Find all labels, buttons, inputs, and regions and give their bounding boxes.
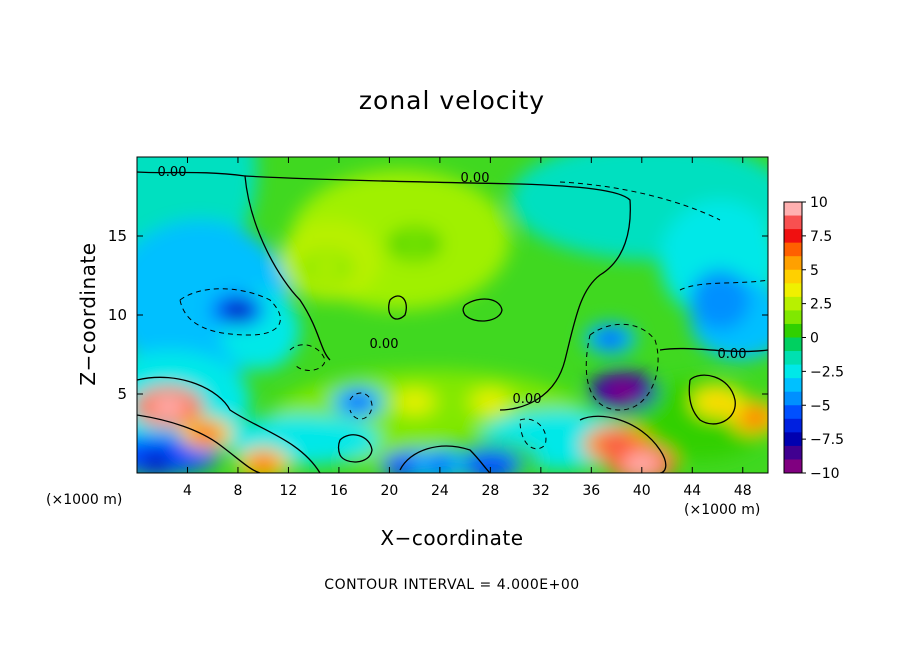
x-unit-label-left: (×1000 m) xyxy=(46,492,123,508)
contour-line-9 xyxy=(659,347,768,353)
contour-label-4: 0.00 xyxy=(718,347,747,362)
x-tick-label-7: 32 xyxy=(532,483,550,499)
colorbar-segment-2 xyxy=(784,229,802,244)
contour-label-1: 0.00 xyxy=(461,171,490,186)
field-feature-core-2 xyxy=(249,454,278,473)
dashed-contour-5 xyxy=(519,418,547,450)
y-tick-label-0: 5 xyxy=(117,385,127,403)
heatmap-field xyxy=(137,157,768,473)
field-feature-core-16 xyxy=(741,408,768,427)
field-feature-core-5 xyxy=(703,392,732,411)
colorbar-segment-16 xyxy=(784,418,802,433)
contour-interval-note: CONTOUR INTERVAL = 4.000E+00 xyxy=(324,577,580,593)
colorbar-segment-13 xyxy=(784,378,802,393)
x-tick-label-1: 8 xyxy=(233,483,242,499)
colorbar-segment-4 xyxy=(784,256,802,271)
contour-label-0: 0.00 xyxy=(158,165,187,180)
contour-line-3 xyxy=(137,414,261,473)
colorbar-label-4: 0 xyxy=(810,331,819,347)
dashed-contour-1 xyxy=(559,181,721,221)
contour-line-6 xyxy=(462,298,503,322)
colorbar-label-3: 2.5 xyxy=(810,297,832,313)
colorbar-label-1: 7.5 xyxy=(810,229,832,245)
y-tick-label-1: 10 xyxy=(108,306,127,324)
field-feature-core-14 xyxy=(141,452,170,471)
field-feature-core-15 xyxy=(425,456,454,473)
colorbar-segment-12 xyxy=(784,364,802,379)
contour-line-7 xyxy=(337,434,373,463)
colorbar-segment-10 xyxy=(784,337,802,352)
contour-line-5 xyxy=(388,295,407,320)
field-region-16 xyxy=(460,450,520,473)
colorbar-segment-8 xyxy=(784,310,802,325)
contour-line-0 xyxy=(137,171,331,361)
dashed-contour-2 xyxy=(585,323,659,411)
colorbar-segment-11 xyxy=(784,351,802,366)
colorbar-segment-14 xyxy=(784,391,802,406)
colorbar-segment-6 xyxy=(784,283,802,298)
field-feature-core-9 xyxy=(343,392,372,411)
x-tick-label-5: 24 xyxy=(431,483,449,499)
chart-title: zonal velocity xyxy=(358,86,546,115)
x-unit-label-right: (×1000 m) xyxy=(684,502,761,518)
colorbar-label-6: −5 xyxy=(810,398,831,414)
colorbar-segment-3 xyxy=(784,242,802,257)
y-tick-label-2: 15 xyxy=(108,227,127,245)
colorbar-segment-9 xyxy=(784,323,802,338)
colorbar-label-2: 5 xyxy=(810,263,819,279)
colorbar-label-5: −2.5 xyxy=(810,364,844,380)
x-tick-label-11: 48 xyxy=(734,483,752,499)
field-feature-core-7 xyxy=(602,379,643,402)
contour-line-8 xyxy=(688,374,736,425)
colorbar-segment-7 xyxy=(784,296,802,311)
x-tick-label-10: 44 xyxy=(683,483,701,499)
colorbar-segment-15 xyxy=(784,405,802,420)
field-feature-core-4 xyxy=(621,452,662,473)
field-feature-core-13 xyxy=(400,392,429,411)
contour-line-1 xyxy=(244,175,631,411)
contour-label-2: 0.00 xyxy=(370,337,399,352)
colorbar-label-0: 10 xyxy=(810,195,828,211)
contour-line-10 xyxy=(399,445,491,473)
x-tick-label-9: 40 xyxy=(633,483,651,499)
contour-label-3: 0.00 xyxy=(513,392,542,407)
field-feature-core-12 xyxy=(476,392,505,411)
field-feature-core-11 xyxy=(312,258,341,277)
dashed-contour-4 xyxy=(289,344,326,371)
x-tick-label-6: 28 xyxy=(481,483,499,499)
contour-line-4 xyxy=(579,415,667,473)
colorbar-segment-19 xyxy=(784,459,802,474)
field-feature-core-8 xyxy=(596,329,625,348)
field-feature-core-6 xyxy=(223,301,252,320)
x-axis-label: X−coordinate xyxy=(380,526,524,550)
dashed-contour-3 xyxy=(349,392,373,420)
colorbar-segment-17 xyxy=(784,432,802,447)
colorbar-segment-1 xyxy=(784,215,802,230)
x-tick-label-3: 16 xyxy=(330,483,348,499)
contour-line-2 xyxy=(137,376,321,473)
colorbar-segment-18 xyxy=(784,445,802,460)
colorbar-segment-5 xyxy=(784,269,802,284)
field-feature-core-1 xyxy=(192,424,221,443)
x-tick-label-8: 36 xyxy=(582,483,600,499)
x-tick-label-4: 20 xyxy=(380,483,398,499)
y-axis-label: Z−coordinate xyxy=(76,242,100,386)
field-feature-core-0 xyxy=(148,395,189,418)
colorbar-label-7: −7.5 xyxy=(810,432,844,448)
field-region-17 xyxy=(690,270,750,330)
x-tick-label-0: 4 xyxy=(183,483,192,499)
colorbar-segment-0 xyxy=(784,202,802,217)
colorbar-label-8: −10 xyxy=(810,466,840,482)
field-feature-core-10 xyxy=(400,234,429,253)
x-tick-label-2: 12 xyxy=(280,483,298,499)
